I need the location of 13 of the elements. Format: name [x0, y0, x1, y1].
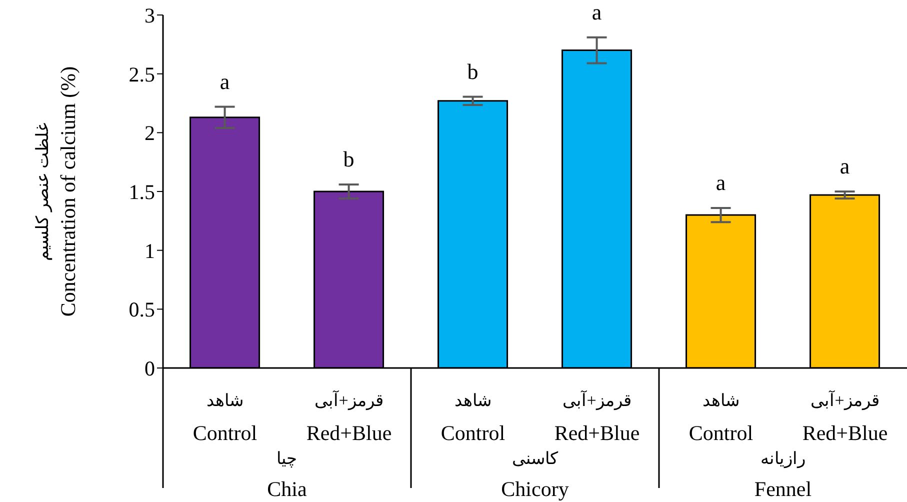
y-tick-label: 0 [144, 356, 155, 380]
data-label: b [343, 146, 354, 172]
data-label: a [592, 0, 602, 24]
data-label: a [716, 170, 726, 195]
y-tick-label: 3 [144, 3, 155, 28]
y-tick-label: 2.5 [128, 62, 155, 86]
data-label: a [840, 154, 850, 178]
data-label: a [220, 68, 230, 94]
y-tick-label: 1 [144, 238, 155, 263]
y-tick-label: 0.5 [128, 298, 155, 322]
y-tick-label: 2 [144, 121, 155, 146]
y-tick-label: 1.5 [128, 180, 155, 204]
data-label: b [467, 58, 478, 84]
